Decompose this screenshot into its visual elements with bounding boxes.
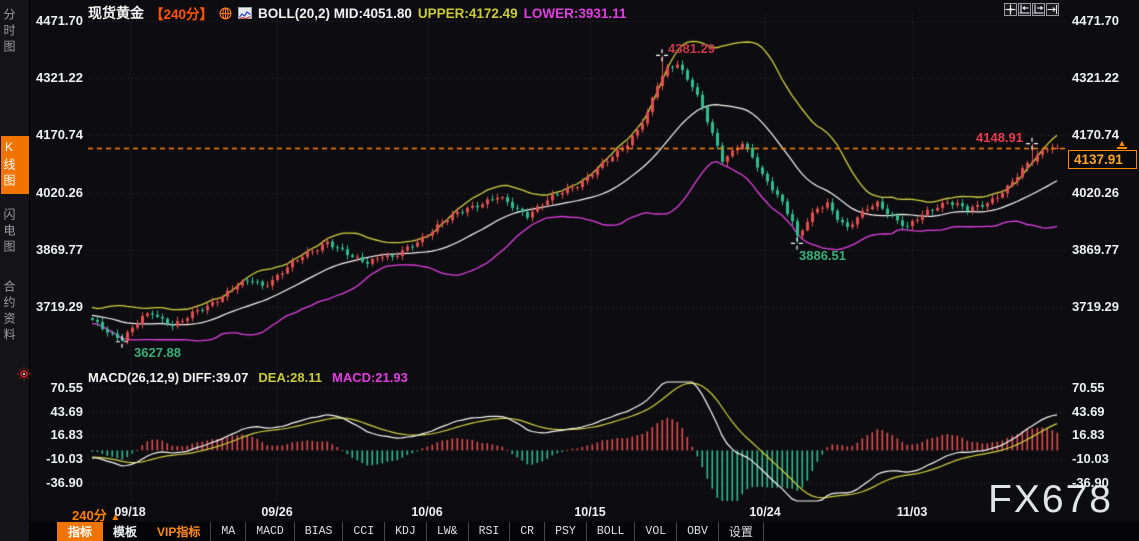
symbol-label: 现货黄金	[88, 5, 144, 21]
mini-chart-icon[interactable]	[238, 7, 253, 20]
macd-tick: -10.03	[46, 451, 83, 467]
sidebar-item-kline-chart[interactable]: K线图	[1, 136, 29, 194]
macd-params-label: MACD(26,12,9) DIFF:39.07	[88, 370, 249, 385]
toolbar-button-cr[interactable]: CR	[509, 522, 544, 541]
watermark: FX678	[988, 478, 1113, 521]
sidebar-item-time-chart[interactable]: 分时图	[2, 8, 16, 56]
sidebar: 分时图 K线图 闪电图 合约资料	[0, 0, 31, 541]
peak-price-label: 4381.29	[668, 41, 715, 57]
boll-mid-label: BOLL(20,2) MID:4051.80	[258, 5, 412, 21]
macd-tick: 16.83	[50, 427, 83, 443]
toolbar-button-obv[interactable]: OBV	[676, 522, 718, 541]
indicator-toolbar: 指标 模板 VIP指标 MA MACD BIAS CCI KDJ LW& RSI…	[30, 522, 1139, 541]
compress-left-icon[interactable]	[1018, 3, 1031, 16]
toolbar-button-vol[interactable]: VOL	[634, 522, 676, 541]
current-price-tag: 4137.91	[1068, 149, 1137, 169]
price-tick: 4170.74	[36, 127, 83, 143]
globe-icon[interactable]	[219, 7, 232, 20]
chart-header: 现货黄金 【240分】 BOLL(20,2) MID:4051.80 UPPER…	[88, 4, 626, 22]
macd-tick: 16.83	[1072, 427, 1105, 443]
sidebar-item-contract-info[interactable]: 合约资料	[2, 280, 16, 344]
mid-low-label: 3886.51	[799, 248, 846, 264]
date-label: 11/03	[896, 505, 928, 519]
date-label: 10/24	[749, 505, 781, 519]
sidebar-item-lightning-chart[interactable]: 闪电图	[2, 208, 16, 256]
date-label: 09/26	[261, 505, 293, 519]
chevron-up-icon: ▲	[110, 512, 121, 523]
macd-tick: 70.55	[50, 380, 83, 395]
macd-tick: -36.90	[46, 475, 83, 490]
chart-nav-icons	[1004, 3, 1059, 16]
toolbar-button-boll[interactable]: BOLL	[585, 522, 635, 541]
price-tick: 3869.77	[1072, 241, 1119, 257]
x-axis-row: 240分 ▲ 09/18 09/26 10/06 10/15 10/24 11/…	[30, 503, 1139, 524]
date-label: 09/18	[114, 505, 146, 519]
toolbar-button-cci[interactable]: CCI	[342, 522, 384, 541]
toolbar-button-macd[interactable]: MACD	[245, 522, 294, 541]
period-badge-label: 240分	[72, 508, 107, 523]
macd-tick: 43.69	[50, 403, 83, 419]
price-tick: 3719.29	[1072, 299, 1119, 314]
indicator-button-group: MA MACD BIAS CCI KDJ LW& RSI CR PSY BOLL…	[210, 522, 764, 541]
period-badge[interactable]: 240分 ▲	[72, 505, 120, 524]
toolbar-button-settings[interactable]: 设置	[717, 522, 764, 541]
price-tick: 4020.26	[1072, 184, 1119, 200]
expand-right-icon[interactable]	[1032, 3, 1045, 16]
toolbar-button-rsi[interactable]: RSI	[467, 522, 510, 541]
price-tick: 4471.70	[1072, 13, 1119, 28]
crosshair-icon[interactable]	[1004, 3, 1017, 16]
price-tick: 4170.74	[1072, 127, 1119, 143]
start-low-label: 3627.88	[134, 344, 181, 360]
toolbar-button-kdj[interactable]: KDJ	[384, 522, 426, 541]
price-tick: 4321.22	[36, 70, 83, 86]
current-price-marker-icon: ▲	[1117, 137, 1127, 148]
toolbar-button-psy[interactable]: PSY	[544, 522, 586, 541]
toolbar-button-bias[interactable]: BIAS	[293, 522, 343, 541]
price-tick: 3719.29	[36, 299, 83, 314]
pan-right-icon[interactable]	[1046, 3, 1059, 16]
period-label: 【240分】	[150, 7, 214, 22]
macd-header: MACD(26,12,9) DIFF:39.07 DEA:28.11 MACD:…	[88, 370, 408, 385]
toolbar-button-vip-indicator[interactable]: VIP指标	[157, 525, 201, 539]
toolbar-button-ma[interactable]: MA	[210, 522, 245, 541]
alarm-icon[interactable]	[17, 367, 31, 381]
date-label: 10/15	[574, 505, 606, 519]
macd-dea-label: DEA:28.11	[258, 370, 322, 385]
boll-upper-label: UPPER:4172.49	[417, 5, 518, 21]
toolbar-button-lwr[interactable]: LW&	[425, 522, 468, 541]
price-tick: 4020.26	[36, 184, 83, 200]
macd-tick: 70.55	[1072, 380, 1105, 395]
macd-tick: 43.69	[1072, 403, 1105, 419]
price-tick: 3869.77	[36, 241, 83, 257]
price-tick: 4471.70	[36, 13, 83, 28]
date-label: 10/06	[411, 505, 443, 519]
boll-lower-label: LOWER:3931.11	[523, 5, 627, 21]
price-tick: 4321.22	[1072, 70, 1119, 86]
toolbar-button-indicator[interactable]: 指标	[57, 522, 104, 541]
macd-tick: -10.03	[1072, 451, 1109, 467]
macd-tick: -36.90	[1072, 475, 1109, 490]
toolbar-button-template[interactable]: 模板	[113, 525, 138, 539]
macd-value-label: MACD:21.93	[331, 370, 408, 385]
recent-high-label: 4148.91	[976, 129, 1023, 145]
